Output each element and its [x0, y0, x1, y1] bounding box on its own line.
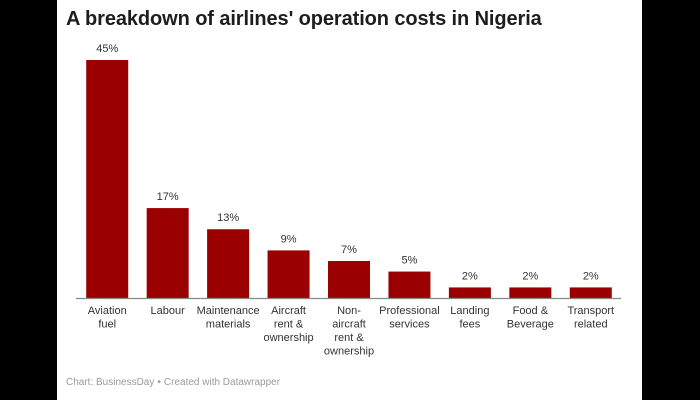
value-label: 45%: [96, 43, 118, 55]
category-label: Food & Beverage: [507, 305, 554, 331]
bar: [388, 271, 431, 298]
bar: [207, 229, 250, 298]
value-label: 5%: [401, 255, 417, 267]
bar: [328, 260, 370, 298]
category-label: Transport related: [567, 305, 614, 331]
chart-frame: A breakdown of airlines' operation costs…: [57, 0, 642, 400]
category-label: Maintenance materials: [197, 305, 260, 331]
value-label: 9%: [281, 233, 297, 245]
value-label: 2%: [583, 270, 599, 282]
value-label: 2%: [462, 270, 478, 282]
category-label: Landing fees: [450, 305, 489, 331]
bar: [86, 60, 129, 298]
bar-chart: 45% Aviation fuel 17% Labour 13% Maintenance ma…: [76, 43, 621, 358]
category-label: Labour: [151, 305, 186, 317]
bar: [448, 287, 491, 298]
bar: [569, 287, 612, 298]
bar: [509, 287, 552, 298]
category-label: Aviation fuel: [88, 305, 127, 331]
value-label: 2%: [522, 270, 538, 282]
datawrapper-credit: Created with Datawrapper: [163, 377, 281, 388]
category-label: Professional services: [379, 305, 440, 331]
category-label: Aircraft rent & ownership: [263, 305, 313, 344]
bar: [146, 208, 189, 298]
separator: •: [157, 377, 161, 388]
value-label: 7%: [341, 244, 357, 256]
value-label: 13%: [217, 212, 239, 224]
bar: [267, 250, 310, 298]
chart-title: A breakdown of airlines' operation costs…: [66, 8, 542, 30]
value-label: 17%: [157, 191, 179, 203]
category-label: Non-aircraft rent & ownership: [324, 305, 374, 358]
source-credit: Chart: BusinessDay: [66, 377, 155, 388]
chart-footer: Chart: BusinessDay • Created with Datawrap…: [66, 377, 280, 388]
